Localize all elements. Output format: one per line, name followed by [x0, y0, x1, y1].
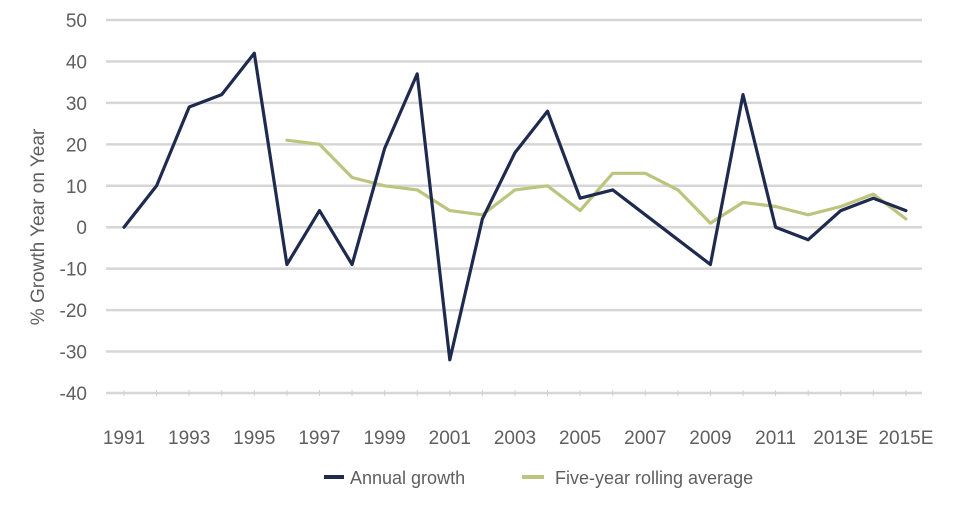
x-axis-tick-labels: 1991 1993 1995 1997 1999 2001 2003 2005 2007 2009… — [103, 428, 934, 449]
series-lines — [122, 51, 908, 362]
x-tick-label: 2015E — [878, 428, 933, 449]
x-axis — [123, 390, 907, 396]
annual-growth-line — [122, 51, 908, 362]
x-tick-label: 1991 — [103, 428, 145, 449]
rolling-average-line — [285, 138, 908, 225]
y-axis-label: % Growth Year on Year — [28, 128, 49, 325]
y-tick-label: -10 — [60, 260, 87, 281]
x-tick-label: 1993 — [168, 428, 210, 449]
legend-label-annual-growth: Annual growth — [350, 468, 465, 488]
x-tick-label: 1995 — [233, 428, 275, 449]
y-tick-label: 0 — [76, 218, 87, 239]
y-tick-label: 30 — [66, 94, 87, 115]
x-tick-label: 2011 — [755, 428, 796, 449]
x-tick-label: 2009 — [689, 428, 731, 449]
x-tick-label: 2003 — [494, 428, 536, 449]
legend-label-rolling-average: Five-year rolling average — [555, 468, 753, 488]
x-tick-label: 2007 — [624, 428, 666, 449]
legend: Annual growth Five-year rolling average — [324, 468, 753, 488]
x-tick-label: 1997 — [298, 428, 340, 449]
y-tick-label: 20 — [66, 135, 87, 156]
y-tick-label: -20 — [60, 301, 87, 322]
y-tick-label: -30 — [60, 343, 87, 364]
y-tick-label: 10 — [66, 177, 87, 198]
y-tick-label: -40 — [60, 384, 87, 405]
y-tick-label: 40 — [66, 52, 87, 73]
x-tick-label: 2013E — [813, 428, 868, 449]
x-tick-label: 2005 — [559, 428, 601, 449]
legend-item-rolling-average[interactable]: Five-year rolling average — [522, 468, 753, 488]
gridlines — [106, 18, 922, 395]
y-axis-ticks: 50 40 30 20 10 0 -10 -20 -30 -40 — [60, 11, 87, 405]
x-tick-label: 1999 — [363, 428, 405, 449]
y-tick-label: 50 — [66, 11, 87, 32]
x-tick-label: 2001 — [429, 428, 471, 449]
legend-item-annual-growth[interactable]: Annual growth — [324, 468, 465, 488]
